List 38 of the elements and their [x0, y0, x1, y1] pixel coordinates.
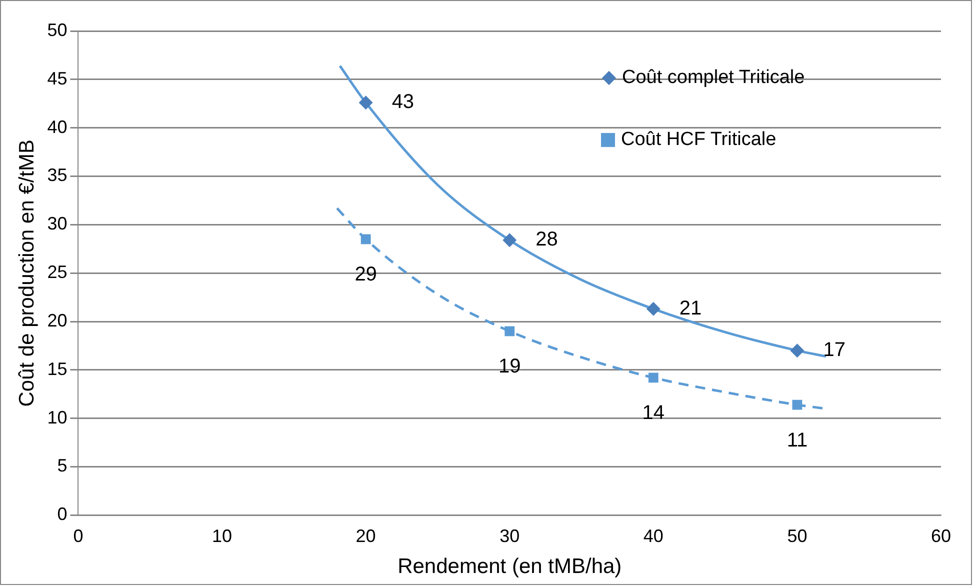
x-tick-label: 30 — [500, 526, 520, 546]
data-label: 28 — [536, 228, 558, 251]
data-label: 21 — [679, 297, 702, 320]
data-label: 17 — [823, 339, 846, 362]
point — [648, 372, 658, 383]
legend-label: Coût HCF Triticale — [621, 129, 776, 151]
x-tick-label: 0 — [73, 526, 84, 546]
point — [792, 400, 802, 410]
y-tick-label: 40 — [47, 116, 68, 137]
y-tick-label: 45 — [47, 68, 68, 88]
point — [502, 233, 517, 248]
y-tick-label: 35 — [47, 165, 68, 186]
y-axis-title: Coût de production en €/tMB — [15, 139, 38, 407]
y-tick-label: 30 — [47, 214, 68, 234]
point — [646, 302, 660, 316]
point — [360, 234, 371, 244]
point — [504, 326, 515, 336]
point — [358, 96, 373, 110]
data-label: 19 — [498, 356, 521, 378]
y-tick-label: 50 — [47, 20, 68, 40]
y-tick-label: 25 — [47, 262, 68, 282]
data-label: 29 — [354, 264, 377, 286]
y-tick-label: 20 — [47, 310, 68, 330]
x-tick-label: 50 — [787, 526, 808, 546]
y-tick-label: 5 — [57, 456, 68, 476]
data-label: 43 — [392, 91, 414, 114]
legend-label: Coût complet Triticale — [622, 67, 805, 89]
y-tick-label: 15 — [47, 358, 68, 379]
y-tick-label: 10 — [47, 407, 68, 428]
y-tick-label: 0 — [57, 504, 68, 524]
x-tick-label: 60 — [930, 526, 952, 546]
point — [790, 344, 804, 358]
x-tick-label: 20 — [356, 526, 376, 546]
data-label: 11 — [786, 429, 808, 452]
x-axis-title: Rendement (en tMB/ha) — [398, 555, 622, 578]
x-tick-label: 40 — [643, 526, 664, 546]
data-label: 14 — [642, 402, 665, 424]
x-tick-label: 10 — [212, 526, 232, 546]
